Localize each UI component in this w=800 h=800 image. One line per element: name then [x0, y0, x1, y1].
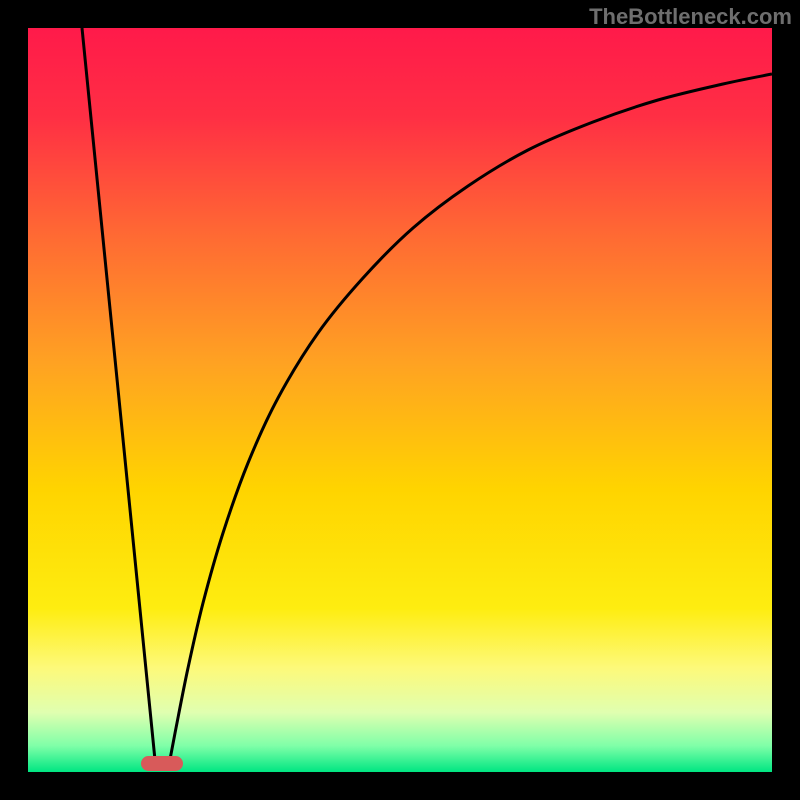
right-curve	[168, 74, 772, 770]
curve-layer	[28, 28, 772, 772]
left-curve	[82, 28, 156, 770]
minimum-marker	[141, 756, 183, 771]
plot-area	[28, 28, 772, 772]
watermark-text: TheBottleneck.com	[589, 4, 792, 30]
chart-container: TheBottleneck.com	[0, 0, 800, 800]
